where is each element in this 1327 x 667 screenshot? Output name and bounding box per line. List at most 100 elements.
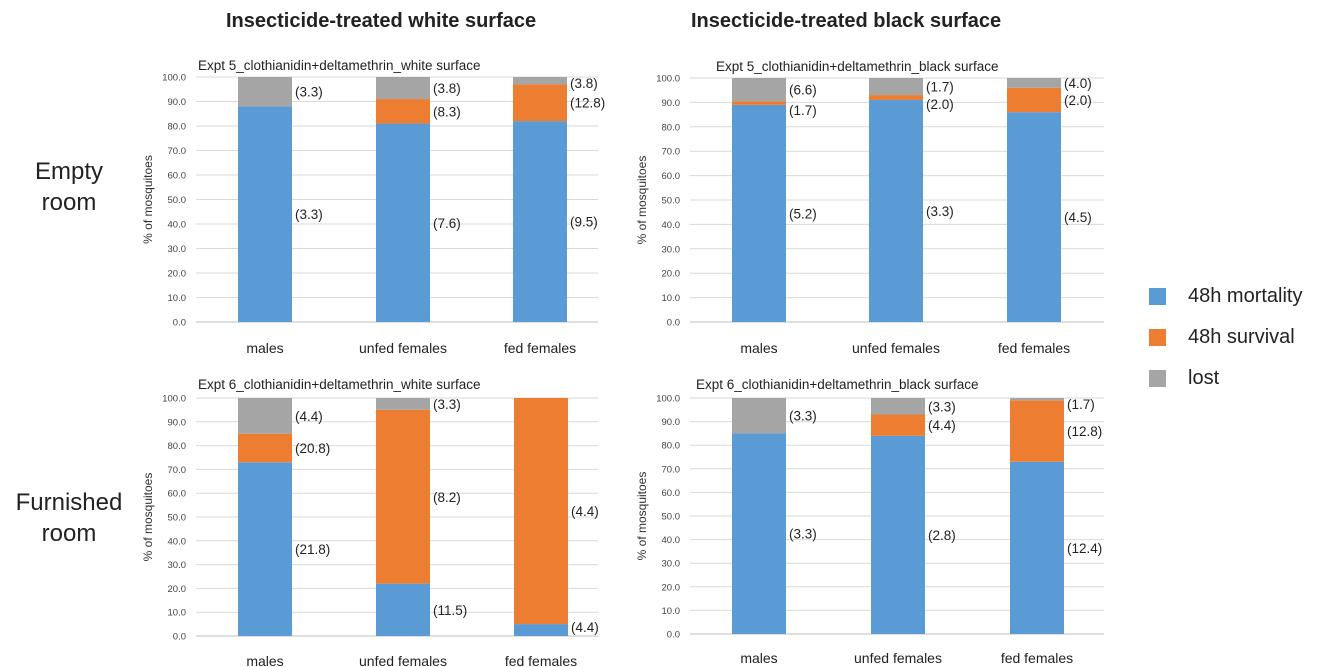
data-label-mortality-unfed-females: (3.3): [926, 204, 954, 219]
bar-mortality-fed-females: [1010, 461, 1064, 634]
bar-survival-unfed-females: [376, 409, 430, 584]
bar-lost-unfed-females: [376, 398, 430, 410]
legend-swatch-lost: [1149, 370, 1166, 387]
y-tick-label: 50.0: [662, 512, 681, 523]
data-label-survival-fed-females: (4.4): [571, 504, 599, 519]
row-label-empty-room: Empty room: [14, 156, 124, 218]
y-tick-label: 80.0: [168, 441, 187, 452]
y-tick-label: 10.0: [662, 293, 681, 304]
y-axis-label: % of mosquitoes: [635, 472, 649, 561]
data-label-mortality-fed-females: (4.5): [1064, 210, 1092, 225]
data-label-lost-unfed-females: (3.3): [928, 399, 956, 414]
y-tick-label: 60.0: [168, 489, 187, 500]
chart-title: Expt 5_clothianidin+deltamethrin_white s…: [198, 58, 481, 73]
legend-label-lost: lost: [1188, 367, 1220, 389]
y-tick-label: 10.0: [168, 293, 187, 304]
data-label-mortality-males: (3.3): [295, 207, 323, 222]
data-label-survival-fed-females: (2.0): [1064, 93, 1092, 108]
data-label-mortality-males: (3.3): [789, 527, 817, 542]
bar-lost-unfed-females: [376, 77, 430, 100]
legend-item-lost: lost: [1149, 358, 1303, 399]
legend-label-survival: 48h survival: [1188, 326, 1295, 348]
data-label-lost-fed-females: (3.8): [570, 76, 598, 91]
data-label-mortality-males: (5.2): [789, 206, 817, 221]
bar-mortality-unfed-females: [871, 435, 925, 634]
data-label-lost-unfed-females: (3.3): [433, 397, 461, 412]
bar-survival-males: [732, 101, 786, 105]
y-axis-label: % of mosquitoes: [635, 156, 649, 245]
row-label-furnished-line1: Furnished: [15, 489, 123, 516]
category-label-fed-females: fed females: [505, 653, 577, 667]
y-tick-label: 50.0: [168, 513, 187, 524]
data-label-lost-fed-females: (1.7): [1067, 397, 1095, 412]
y-tick-label: 40.0: [662, 535, 681, 546]
data-label-survival-males: (1.7): [789, 103, 817, 118]
y-tick-label: 60.0: [662, 488, 681, 499]
category-label-unfed-females: unfed females: [852, 340, 940, 356]
bar-lost-fed-females: [1010, 398, 1064, 401]
data-label-mortality-unfed-females: (11.5): [433, 603, 467, 618]
legend-item-survival: 48h survival: [1149, 317, 1303, 358]
bar-lost-unfed-females: [869, 78, 923, 96]
y-tick-label: 70.0: [662, 464, 681, 475]
y-tick-label: 0.0: [667, 630, 680, 641]
data-label-mortality-males: (21.8): [295, 542, 330, 557]
data-label-mortality-unfed-females: (2.8): [928, 528, 956, 543]
y-tick-label: 60.0: [662, 171, 681, 182]
bar-mortality-fed-females: [514, 624, 568, 636]
y-tick-label: 60.0: [168, 171, 187, 182]
data-label-survival-fed-females: (12.8): [570, 96, 605, 111]
data-label-lost-males: (6.6): [789, 83, 817, 98]
y-tick-label: 40.0: [168, 220, 187, 231]
y-tick-label: 20.0: [168, 269, 187, 280]
y-tick-label: 30.0: [662, 559, 681, 570]
row-label-empty-line1: Empty: [34, 158, 103, 185]
bar-lost-males: [238, 398, 292, 434]
y-tick-label: 100.0: [656, 74, 680, 85]
y-tick-label: 80.0: [168, 122, 187, 133]
bar-mortality-fed-females: [513, 121, 567, 322]
legend-item-mortality: 48h mortality: [1149, 276, 1303, 317]
y-tick-label: 20.0: [662, 269, 681, 280]
bar-lost-fed-females: [1007, 78, 1061, 88]
y-tick-label: 90.0: [662, 417, 681, 428]
chart-title: Expt 6_clothianidin+deltamethrin_white s…: [198, 377, 481, 392]
bar-mortality-males: [732, 433, 786, 634]
bar-mortality-unfed-females: [376, 123, 430, 322]
category-label-unfed-females: unfed females: [359, 340, 447, 356]
bar-mortality-males: [732, 104, 786, 322]
y-tick-label: 40.0: [168, 536, 187, 547]
column-title-black-surface: Insecticide-treated black surface: [691, 10, 1002, 32]
row-label-furnished-room: Furnished room: [2, 487, 136, 549]
data-label-lost-males: (3.3): [295, 85, 323, 100]
data-label-mortality-fed-females: (12.4): [1067, 541, 1102, 556]
bar-lost-males: [732, 78, 786, 102]
data-label-lost-males: (3.3): [789, 409, 817, 424]
bar-lost-males: [238, 77, 292, 107]
legend-label-mortality: 48h mortality: [1188, 285, 1303, 307]
y-tick-label: 70.0: [168, 146, 187, 157]
y-tick-label: 30.0: [662, 244, 681, 255]
data-label-survival-unfed-females: (2.0): [926, 97, 954, 112]
category-label-unfed-females: unfed females: [854, 650, 942, 666]
data-label-survival-males: (20.8): [295, 441, 330, 456]
row-label-furnished-line2: room: [41, 520, 97, 547]
legend-swatch-survival: [1149, 329, 1166, 346]
category-label-fed-females: fed females: [1001, 650, 1073, 666]
y-tick-label: 80.0: [662, 122, 681, 133]
data-label-survival-unfed-females: (8.2): [433, 490, 461, 505]
y-tick-label: 0.0: [173, 632, 186, 643]
data-label-mortality-fed-females: (9.5): [570, 215, 598, 230]
column-title-white-surface: Insecticide-treated white surface: [226, 10, 537, 32]
data-label-lost-fed-females: (4.0): [1064, 76, 1092, 91]
bar-survival-unfed-females: [376, 99, 430, 124]
y-tick-label: 10.0: [662, 606, 681, 617]
data-label-survival-unfed-females: (8.3): [433, 104, 461, 119]
y-tick-label: 70.0: [662, 147, 681, 158]
category-label-males: males: [246, 340, 283, 356]
data-label-survival-fed-females: (12.8): [1067, 424, 1102, 439]
bar-survival-unfed-females: [869, 95, 923, 100]
bar-lost-fed-females: [513, 77, 567, 85]
